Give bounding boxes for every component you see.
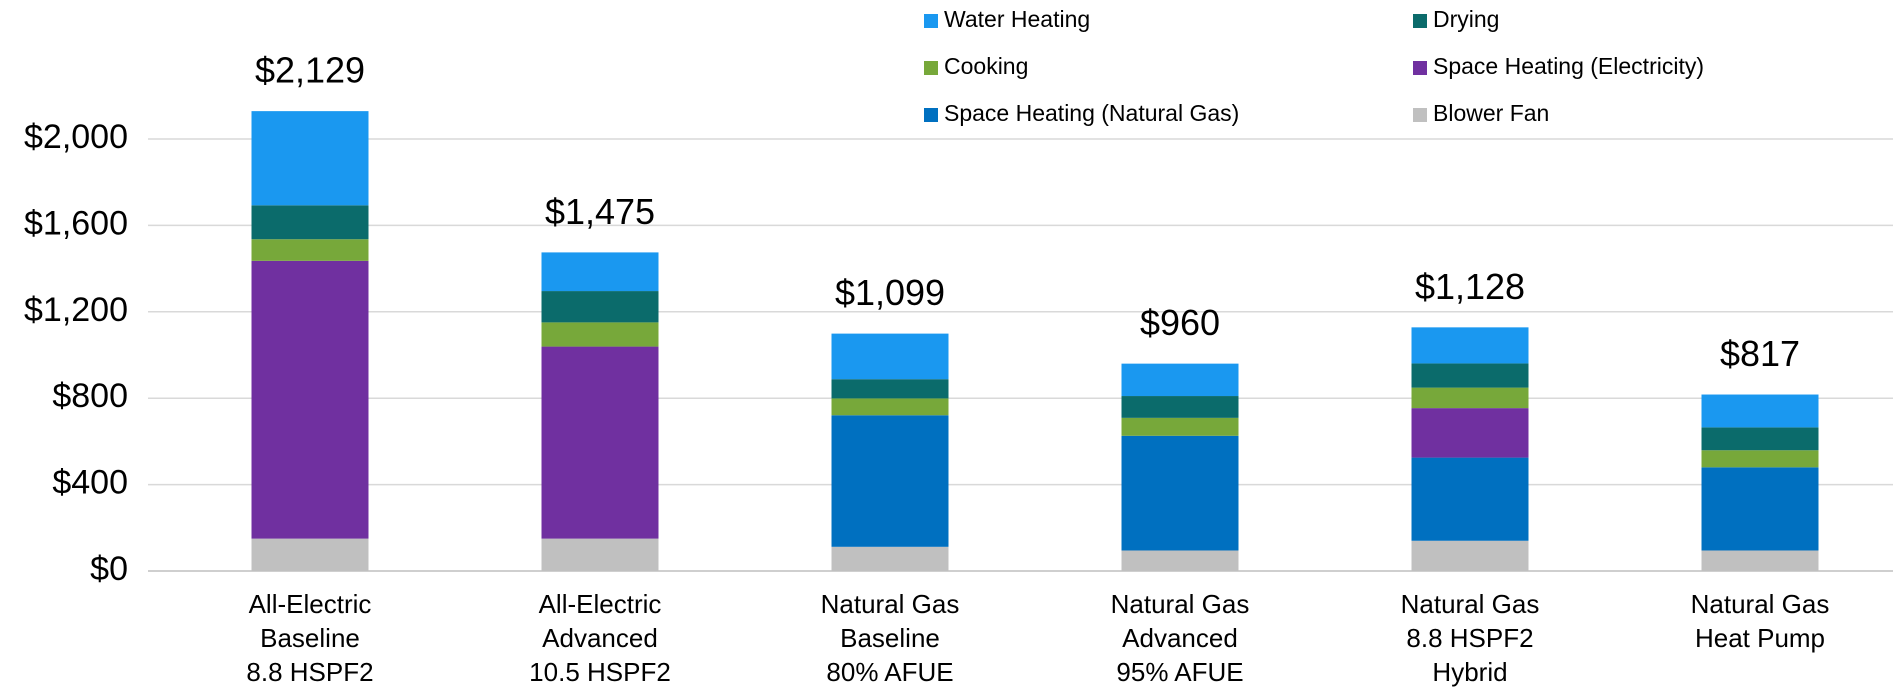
bar-segment [1411,408,1529,458]
bar-segment [541,291,659,323]
bar-segment [1701,467,1819,551]
total-label: $1,475 [545,191,655,232]
bar-segment [1121,550,1239,571]
bar-segment [1121,435,1239,551]
bar-segment [541,538,659,571]
bar-segment [1701,394,1819,428]
y-tick-label: $400 [52,464,128,502]
x-tick-label: Advanced [542,623,658,653]
legend-swatch [1413,108,1427,122]
bar-segment [1411,540,1529,571]
bar-segment [251,260,369,539]
legend-swatch [1413,14,1427,28]
y-tick-label: $800 [52,377,128,415]
bar-segment [541,346,659,539]
bar-segment [1121,396,1239,418]
bar-segment [1411,363,1529,388]
total-label: $2,129 [255,50,365,91]
bar-segment [831,415,949,547]
bar-segment [1121,417,1239,436]
bar-segment [831,379,949,399]
bar-segment [251,538,369,571]
x-tick-label: 10.5 HSPF2 [529,657,671,687]
legend-label: Water Heating [944,6,1090,32]
bar-segment [251,205,369,240]
x-tick-label: All-Electric [249,589,372,619]
bar-segment [541,322,659,347]
bar-segment [541,252,659,292]
bar-segment [1121,363,1239,397]
legend-swatch [924,61,938,75]
legend-label: Space Heating (Electricity) [1433,53,1704,79]
x-tick-label: All-Electric [539,589,662,619]
x-tick-label: Natural Gas [1691,589,1830,619]
x-tick-label: Advanced [1122,623,1238,653]
x-tick-label: 80% AFUE [826,657,953,687]
y-tick-label: $0 [90,550,128,588]
legend-swatch [924,14,938,28]
bar-segment [1701,427,1819,451]
x-tick-label: 8.8 HSPF2 [1406,623,1533,653]
legend-box [855,0,1817,138]
legend-swatch [1413,61,1427,75]
y-tick-label: $1,200 [24,291,128,329]
legend-swatch [924,108,938,122]
legend-label: Cooking [944,53,1028,79]
x-tick-label: Baseline [840,623,940,653]
total-label: $1,128 [1415,266,1525,307]
total-label: $817 [1720,333,1800,374]
bar-segment [1411,457,1529,541]
bar-segment [831,546,949,571]
total-label: $960 [1140,302,1220,343]
y-tick-label: $1,600 [24,204,128,242]
x-tick-label: Natural Gas [1111,589,1250,619]
x-tick-label: Natural Gas [1401,589,1540,619]
x-tick-label: Hybrid [1432,657,1507,687]
total-label: $1,099 [835,272,945,313]
legend-label: Blower Fan [1433,100,1549,126]
x-tick-label: Baseline [260,623,360,653]
bar-segment [1411,327,1529,364]
x-tick-label: Heat Pump [1695,623,1825,653]
bar-segment [1701,550,1819,571]
bar-segment [251,111,369,206]
bar-segment [831,398,949,416]
x-tick-label: 95% AFUE [1116,657,1243,687]
x-tick-label: Natural Gas [821,589,960,619]
bar-segment [1701,450,1819,468]
bar-segment [1411,387,1529,409]
x-tick-label: 8.8 HSPF2 [246,657,373,687]
y-tick-label: $2,000 [24,118,128,156]
legend-label: Space Heating (Natural Gas) [944,100,1239,126]
bar-segment [251,239,369,261]
legend-label: Drying [1433,6,1499,32]
bar-segment [831,333,949,380]
